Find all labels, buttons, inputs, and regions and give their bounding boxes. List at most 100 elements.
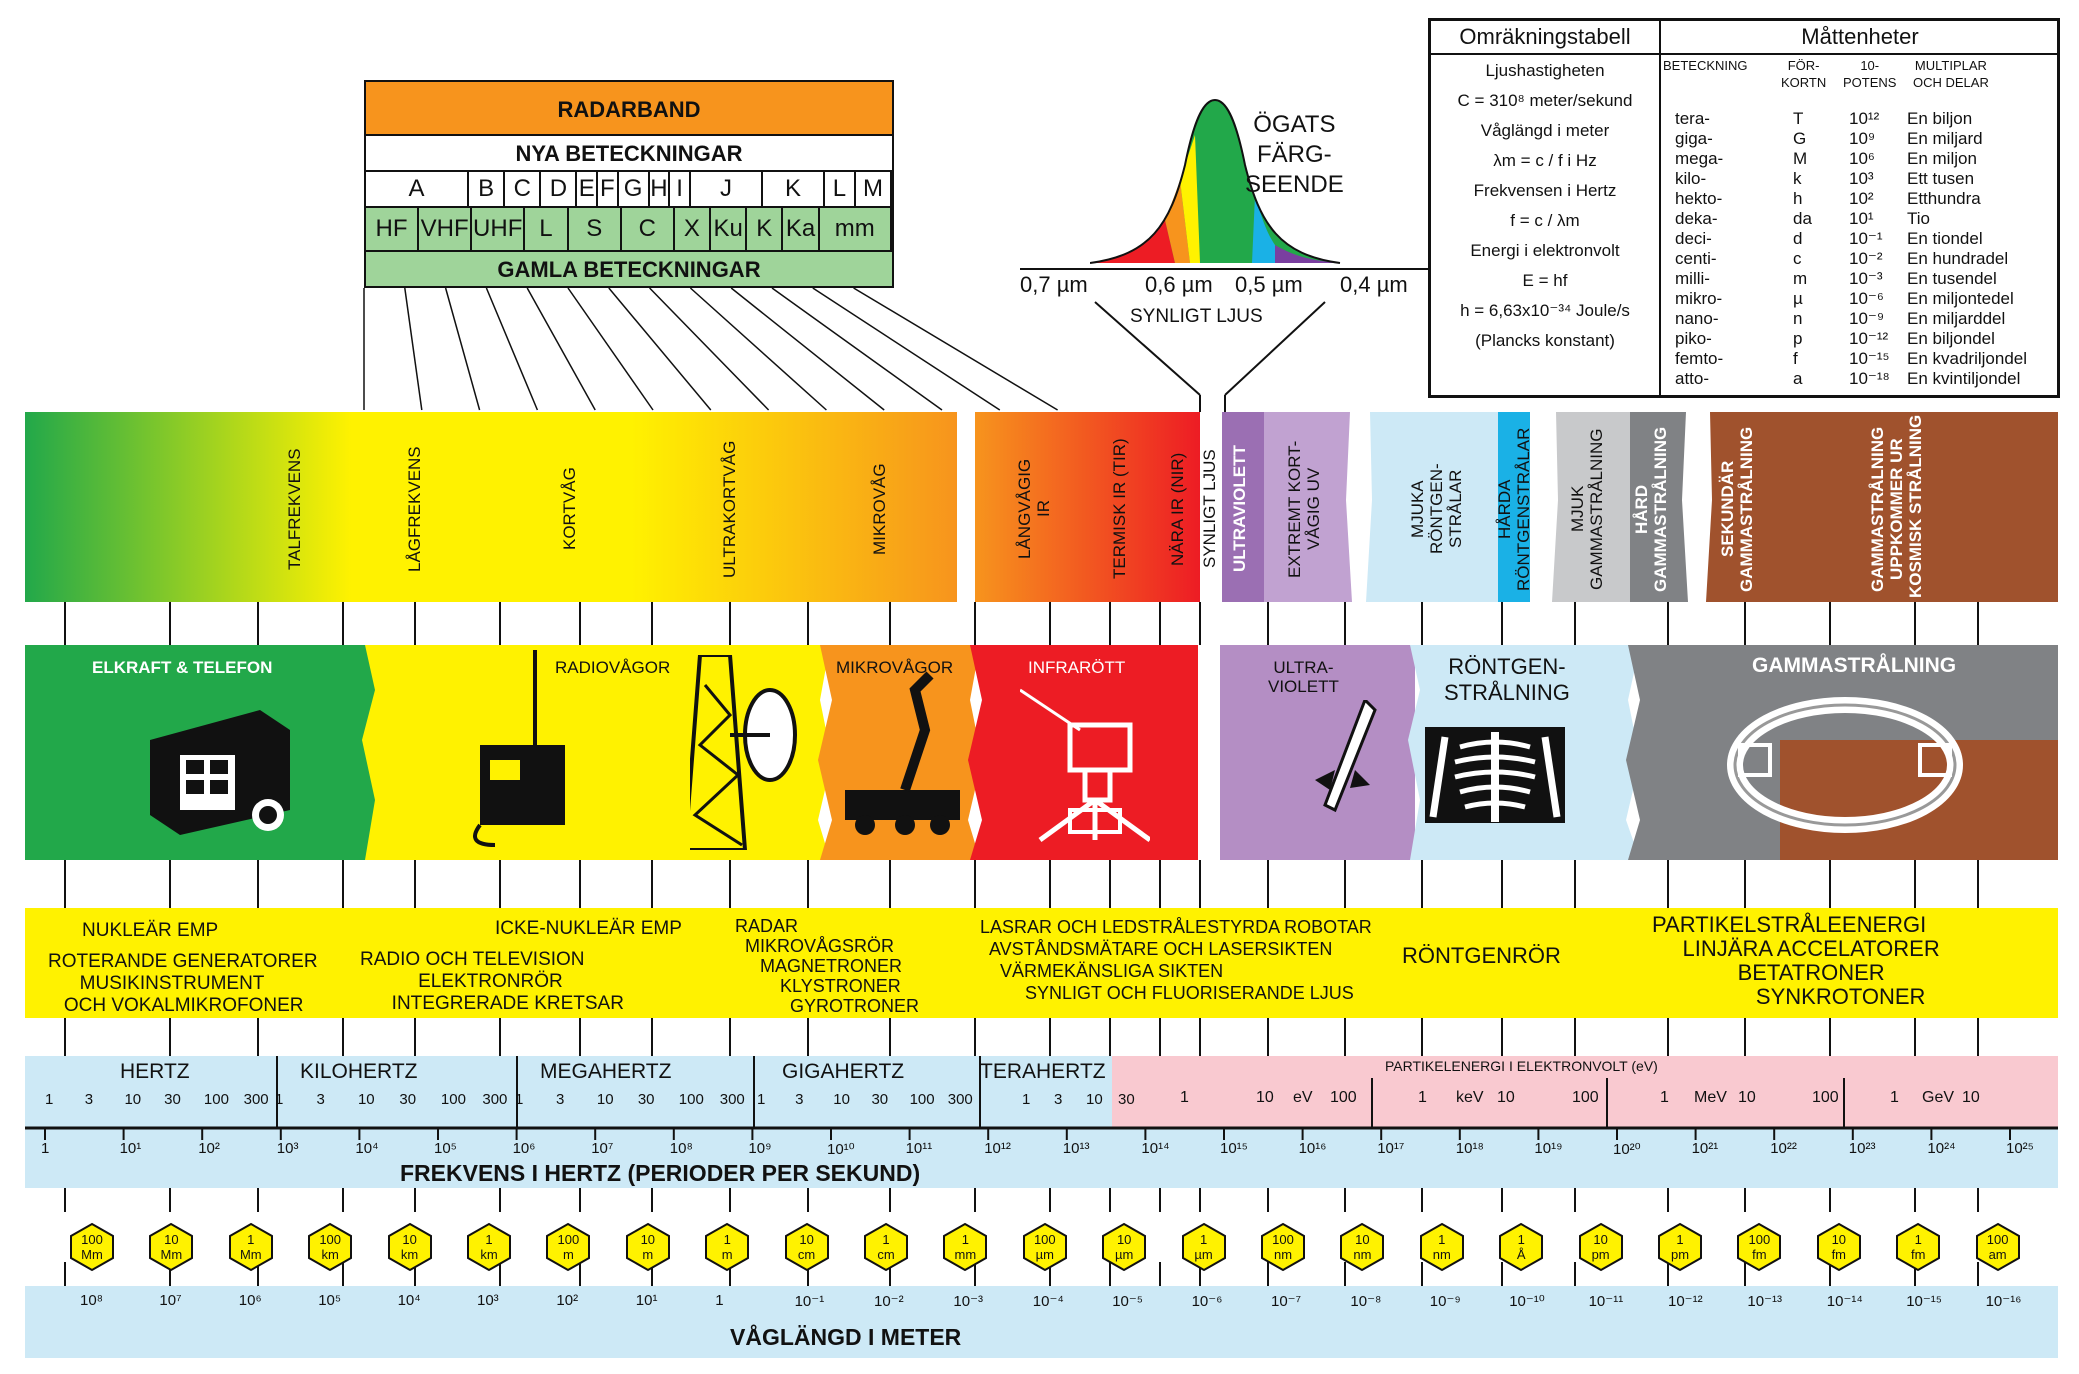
radio-spectrum-strip bbox=[25, 412, 957, 602]
wavelength-hex-marker bbox=[70, 1222, 114, 1272]
frequency-power: 10²⁰ bbox=[1613, 1141, 1641, 1158]
wavelength-power: 10⁻⁷ bbox=[1271, 1293, 1302, 1310]
conversion-cell: M bbox=[1793, 149, 1808, 168]
band-label-infrared: INFRARÖTT bbox=[1028, 658, 1126, 677]
conversion-cell: atto- bbox=[1675, 369, 1710, 388]
conversion-cell: Tio bbox=[1907, 209, 1930, 228]
frequency-sub-tick: 30 bbox=[871, 1091, 889, 1108]
conversion-cell: En miljontedel bbox=[1907, 289, 2014, 308]
radar-new-band: L bbox=[825, 172, 856, 206]
frequency-sub-tick: 30 bbox=[164, 1091, 181, 1108]
conversion-cell: femto- bbox=[1675, 349, 1724, 368]
conversion-cell: 10⁻⁹ bbox=[1849, 309, 1885, 328]
frequency-power: 10¹³ bbox=[1062, 1140, 1090, 1157]
conversion-cell: T bbox=[1793, 109, 1804, 128]
conversion-left-title: Omräkningstabell bbox=[1431, 21, 1659, 55]
conversion-cell: En tusendel bbox=[1907, 269, 1997, 288]
conversion-cell: µ bbox=[1793, 289, 1803, 308]
spectrum-label: HÅRD GAMMASTRÅLNING bbox=[1632, 426, 1670, 592]
spectrum-label: LÅNGVÅGIG IR bbox=[1015, 458, 1053, 560]
wavelength-power: 10⁻¹⁶ bbox=[1985, 1293, 2022, 1310]
extreme-uv-strip bbox=[1264, 412, 1352, 602]
wavelength-hex-label: 100 nm bbox=[1272, 1232, 1294, 1262]
frequency-sub-tick: 3 bbox=[316, 1091, 325, 1108]
radar-new-band: K bbox=[763, 172, 825, 206]
frequency-sub-tick: 300 bbox=[482, 1091, 508, 1108]
eye-tick-05: 0,5 µm bbox=[1235, 272, 1303, 297]
wavelength-hex-marker bbox=[1261, 1222, 1305, 1272]
soft-gamma-strip bbox=[1552, 412, 1630, 602]
conversion-cell: En kvadriljondel bbox=[1907, 349, 2028, 368]
energy-tick: 1 bbox=[1180, 1089, 1189, 1106]
wavelength-hex-label: 1 km bbox=[480, 1232, 498, 1262]
spectrum-label: ULTRAKORTVÅG bbox=[720, 440, 739, 578]
spectrum-label: TALFREKVENS bbox=[285, 448, 304, 570]
conversion-cell: 10⁻¹² bbox=[1849, 329, 1889, 348]
wavelength-hex-marker bbox=[1499, 1222, 1544, 1272]
wavelength-hex-label: 1 m bbox=[721, 1232, 733, 1262]
conversion-cell: G bbox=[1793, 129, 1807, 148]
spectrum-label: GAMMASTRÅLNING UPPKOMMER UR KOSMISK STRÅ… bbox=[1868, 414, 1925, 598]
conversion-cell: 10⁻⁶ bbox=[1849, 289, 1884, 308]
infrared-strip bbox=[975, 412, 1200, 602]
wavelength-hex-marker bbox=[308, 1222, 353, 1272]
wavelength-hex-label: 10 pm bbox=[1591, 1232, 1610, 1262]
frequency-power: 10¹⁰ bbox=[827, 1141, 855, 1158]
band-label-radio: RADIOVÅGOR bbox=[555, 658, 671, 677]
connector-line bbox=[1094, 301, 1201, 396]
frequency-power: 10⁹ bbox=[748, 1140, 772, 1157]
conversion-cell: tera- bbox=[1675, 109, 1710, 128]
conversion-cell: 10⁻¹⁸ bbox=[1849, 369, 1890, 388]
radar-old-bands: HF VHF UHF L S C X Ku K Ka mm bbox=[364, 208, 894, 252]
wavelength-hex-marker bbox=[784, 1222, 829, 1272]
conversion-cell: 10⁻¹ bbox=[1849, 229, 1883, 248]
frequency-power: 10¹⁴ bbox=[1141, 1140, 1170, 1157]
wavelength-hex-label: 1 mm bbox=[954, 1232, 977, 1262]
conversion-cell: 10¹ bbox=[1849, 209, 1874, 228]
cosmic-gamma-strip bbox=[1706, 412, 2058, 602]
radar-new-band: I bbox=[670, 172, 691, 206]
conversion-column-header: 10- POTENS bbox=[1843, 58, 1897, 90]
conversion-cell: 10¹² bbox=[1849, 109, 1880, 128]
spectrum-label: ULTRAVIOLETT bbox=[1230, 445, 1249, 573]
radar-new-band: E bbox=[577, 172, 599, 206]
frequency-sub-tick: 100 bbox=[678, 1091, 704, 1108]
frequency-sub-tick: 30 bbox=[399, 1091, 417, 1108]
radar-old-band: mm bbox=[820, 208, 892, 250]
conversion-cell: En miljon bbox=[1907, 149, 1977, 168]
app-nuclear-emp: NUKLEÄR EMP bbox=[82, 920, 219, 941]
conversion-cell: En biljondel bbox=[1907, 329, 1995, 348]
frequency-power: 10¹² bbox=[984, 1140, 1011, 1157]
frequency-unit-label: KILOHERTZ bbox=[300, 1060, 418, 1083]
wavelength-hex-label: 1 nm bbox=[1432, 1232, 1451, 1262]
connector-line bbox=[404, 287, 423, 411]
energy-band bbox=[1112, 1056, 2058, 1128]
wavelength-power: 10⁻¹⁴ bbox=[1826, 1293, 1863, 1310]
frequency-power: 10¹⁶ bbox=[1298, 1140, 1327, 1157]
frequency-sub-tick: 1 bbox=[275, 1091, 284, 1108]
soft-xray-strip bbox=[1366, 412, 1498, 602]
wavelength-hex-marker bbox=[943, 1222, 988, 1272]
eye-title: ÖGATS FÄRG- SEENDE bbox=[1245, 111, 1344, 198]
conversion-cell: En miljard bbox=[1907, 129, 1983, 148]
wavelength-hex-marker bbox=[1975, 1222, 2020, 1272]
radar-old-band: L bbox=[525, 208, 569, 250]
wavelength-axis-title: VÅGLÄNGD I METER bbox=[730, 1324, 962, 1350]
eye-sensitivity-curve bbox=[1090, 98, 1341, 264]
wavelength-hex-marker bbox=[864, 1222, 908, 1272]
app-particle: PARTIKELSTRÅLEENERGI LINJÄRA ACCELATORER… bbox=[1652, 912, 1940, 1009]
radar-old-band: Ka bbox=[783, 208, 820, 250]
frequency-power: 10⁵ bbox=[434, 1140, 457, 1157]
wavelength-hex-marker bbox=[625, 1222, 670, 1272]
frequency-power: 10⁸ bbox=[669, 1140, 693, 1157]
band-label-gamma: GAMMASTRÅLNING bbox=[1752, 654, 1957, 677]
wavelength-hex-marker bbox=[1340, 1222, 1385, 1272]
frequency-power: 10¹ bbox=[119, 1140, 142, 1157]
wavelength-power: 10⁻¹² bbox=[1668, 1293, 1703, 1310]
frequency-sub-tick: 3 bbox=[1054, 1091, 1063, 1108]
spectrum-label: NÄRA IR (NIR) bbox=[1168, 452, 1187, 566]
radar-new-band: J bbox=[691, 172, 764, 206]
frequency-power: 10¹⁸ bbox=[1455, 1140, 1484, 1157]
energy-tick: GeV bbox=[1922, 1089, 1955, 1106]
